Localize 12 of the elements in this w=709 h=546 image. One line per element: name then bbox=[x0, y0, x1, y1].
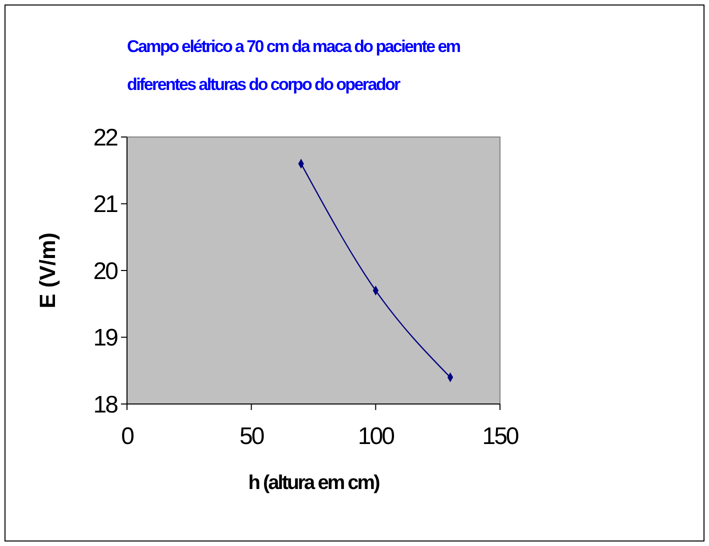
y-tick-label: 18 bbox=[93, 391, 118, 418]
x-tick-label: 150 bbox=[482, 423, 519, 450]
x-tick-label: 50 bbox=[239, 423, 264, 450]
y-tick-label: 22 bbox=[93, 124, 118, 152]
y-tick-label: 21 bbox=[93, 191, 118, 218]
x-axis-title: h (altura em cm) bbox=[248, 472, 380, 494]
x-tick-label: 0 bbox=[121, 423, 134, 450]
y-axis-title: E (V/m) bbox=[35, 232, 60, 308]
y-tick-label: 20 bbox=[93, 258, 118, 285]
y-tick-label: 19 bbox=[93, 324, 118, 352]
x-tick-label: 100 bbox=[358, 423, 395, 450]
chart-title: Campo elétrico a 70 cm da maca do paciente em diferentes alturas do corpo do operador bbox=[127, 37, 461, 94]
